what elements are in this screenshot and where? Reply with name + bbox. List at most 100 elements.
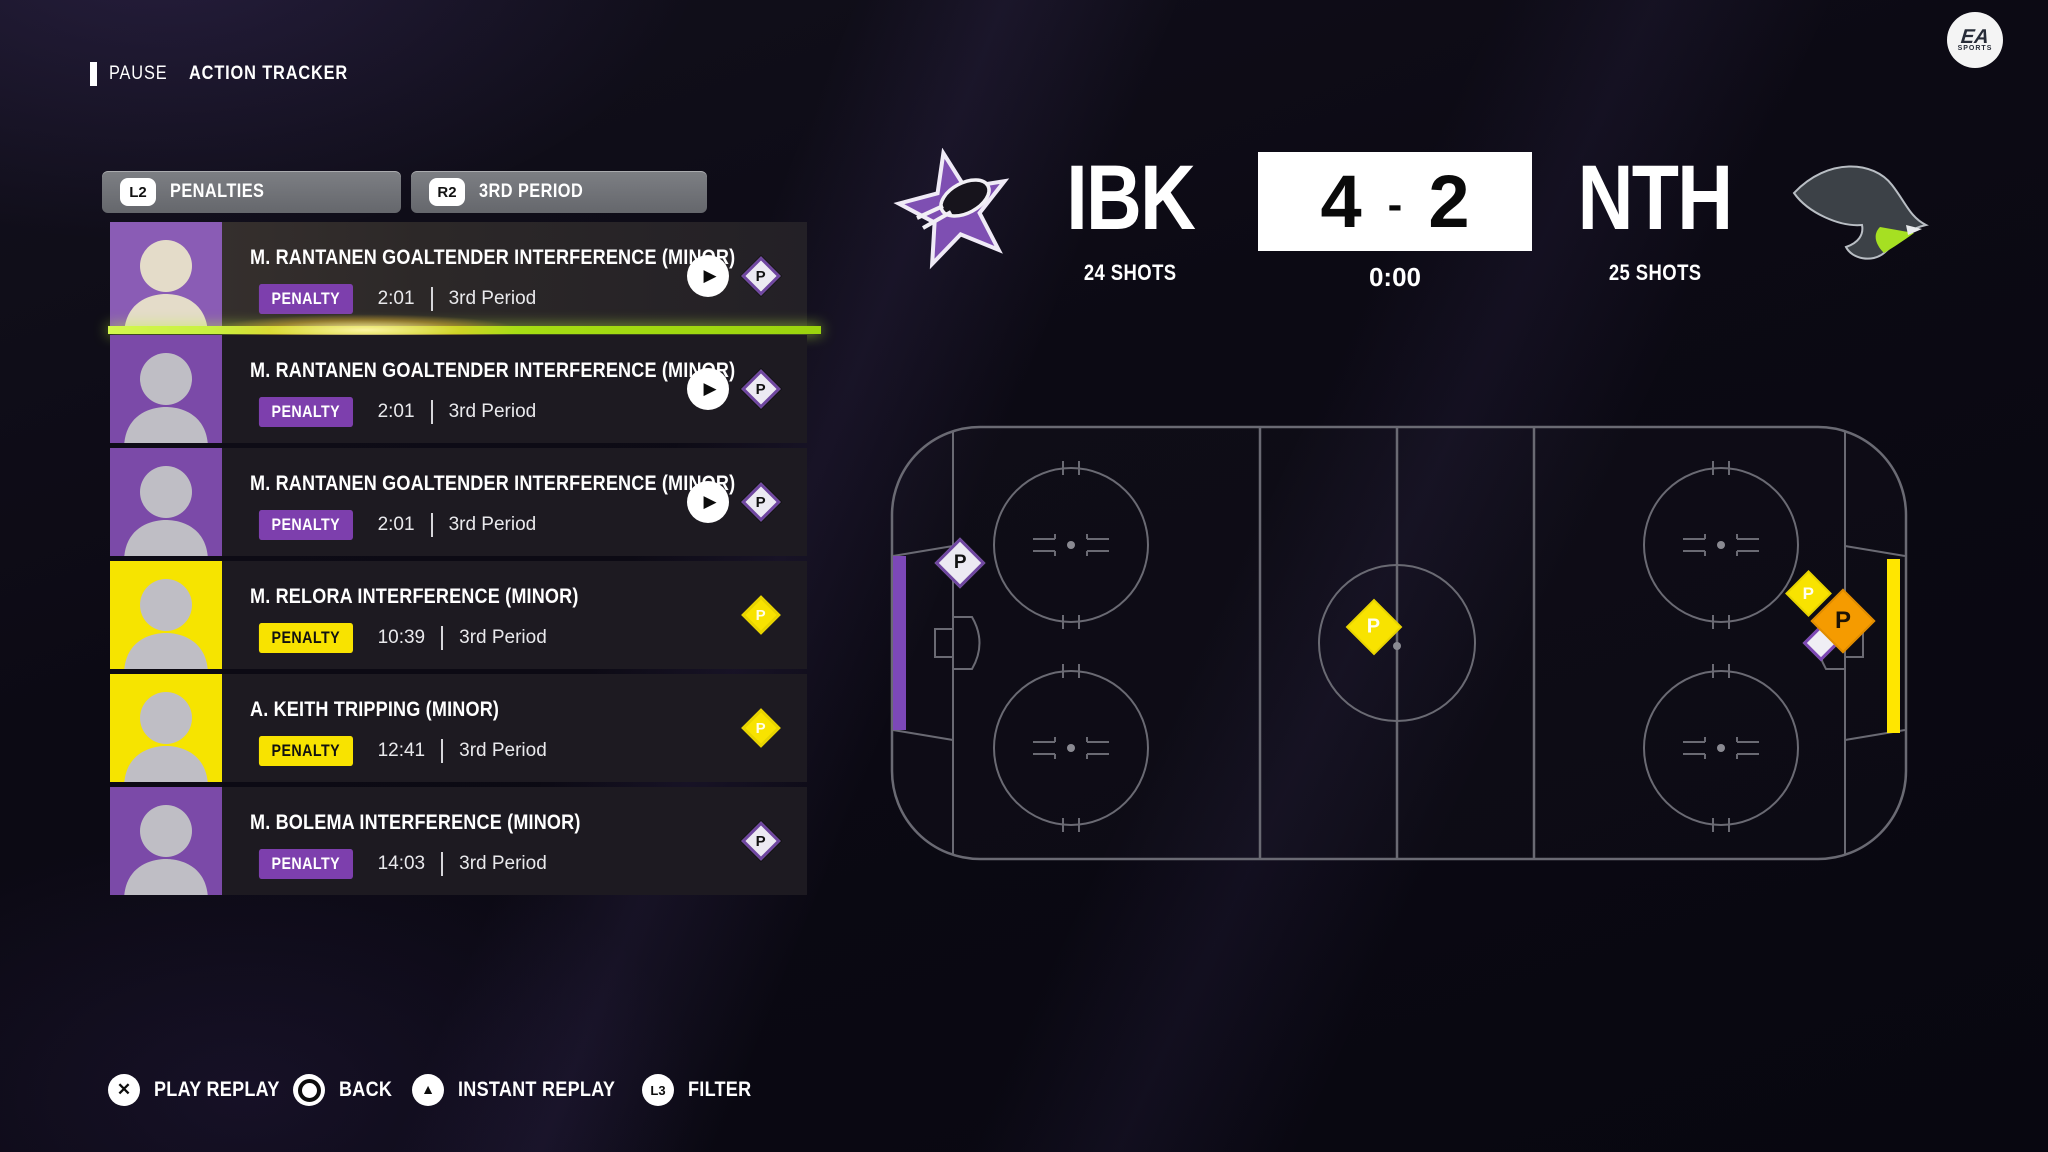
penalty-title: M. RANTANEN GOALTENDER INTERFERENCE (MIN… bbox=[250, 472, 736, 495]
divider bbox=[441, 739, 444, 763]
play-replay-label: PLAY REPLAY bbox=[154, 1078, 280, 1101]
penalty-title: M. RANTANEN GOALTENDER INTERFERENCE (MIN… bbox=[250, 246, 736, 269]
tab-period-label: 3RD PERIOD bbox=[479, 181, 584, 202]
divider bbox=[430, 513, 433, 537]
away-score: 2 bbox=[1428, 160, 1470, 243]
penalty-time: 2:01 bbox=[377, 288, 415, 309]
tab-penalties[interactable]: L2 PENALTIES bbox=[102, 171, 401, 213]
divider bbox=[430, 287, 433, 311]
penalty-period: 3rd Period bbox=[448, 288, 537, 309]
back-hint[interactable]: BACK bbox=[293, 1074, 401, 1106]
play-icon: ▶ bbox=[703, 379, 717, 398]
penalty-marker-icon: P bbox=[741, 369, 781, 409]
home-goal-line-bar bbox=[893, 556, 906, 730]
penalty-title: M. RELORA INTERFERENCE (MINOR) bbox=[250, 585, 579, 608]
away-team: NTH 25 SHOTS bbox=[1545, 148, 1765, 286]
l2-key-icon: L2 bbox=[120, 178, 156, 206]
penalty-badge: PENALTY bbox=[258, 397, 353, 427]
ea-sports-logo: EA SPORTS bbox=[1947, 12, 2003, 68]
home-team-shots: 24 SHOTS bbox=[1083, 260, 1177, 285]
play-icon: ▶ bbox=[703, 266, 717, 285]
screen-title: ACTION TRACKER bbox=[189, 63, 349, 84]
penalty-period: 3rd Period bbox=[459, 853, 547, 874]
penalty-row[interactable]: M. BOLEMA INTERFERENCE (MINOR) PENALTY 1… bbox=[110, 787, 807, 895]
penalty-row[interactable]: M. RELORA INTERFERENCE (MINOR) PENALTY 1… bbox=[110, 561, 807, 669]
penalty-time: 2:01 bbox=[377, 514, 415, 535]
pause-label: PAUSE bbox=[109, 63, 168, 84]
rink-lines bbox=[890, 425, 1908, 861]
play-icon: ▶ bbox=[703, 492, 717, 511]
divider bbox=[441, 626, 444, 650]
away-goal-line-bar bbox=[1887, 559, 1900, 733]
tab-penalties-label: PENALTIES bbox=[170, 181, 265, 202]
home-team-logo bbox=[893, 148, 1010, 270]
penalty-period: 3rd Period bbox=[448, 514, 537, 535]
ea-logo-text: EA bbox=[1959, 25, 1991, 48]
l3-button-icon: L3 bbox=[642, 1074, 674, 1106]
header-accent-bar bbox=[90, 62, 97, 86]
penalty-badge: PENALTY bbox=[258, 849, 353, 879]
tab-bar: L2 PENALTIES R2 3RD PERIOD bbox=[102, 171, 707, 213]
penalty-marker-icon: P bbox=[741, 708, 781, 748]
play-replay-hint[interactable]: ✕ PLAY REPLAY bbox=[108, 1074, 300, 1106]
penalty-row[interactable]: M. RANTANEN GOALTENDER INTERFERENCE (MIN… bbox=[110, 448, 807, 556]
home-team: IBK 24 SHOTS bbox=[1020, 148, 1240, 286]
player-avatar bbox=[110, 561, 222, 669]
player-avatar bbox=[110, 448, 222, 556]
penalty-marker-icon: P bbox=[741, 256, 781, 296]
away-team-shots: 25 SHOTS bbox=[1608, 260, 1702, 285]
player-avatar bbox=[110, 222, 222, 330]
penalty-title: A. KEITH TRIPPING (MINOR) bbox=[250, 698, 500, 721]
score-box: 4 - 2 bbox=[1258, 152, 1532, 251]
circle-button-icon bbox=[293, 1074, 325, 1106]
penalty-title: M. RANTANEN GOALTENDER INTERFERENCE (MIN… bbox=[250, 359, 736, 382]
filter-label: FILTER bbox=[688, 1078, 752, 1101]
filter-hint[interactable]: L3 FILTER bbox=[642, 1074, 762, 1106]
penalty-time: 10:39 bbox=[377, 627, 426, 648]
play-replay-button[interactable]: ▶ bbox=[687, 481, 729, 523]
penalty-badge: PENALTY bbox=[258, 736, 353, 766]
divider bbox=[441, 852, 444, 876]
game-clock: 0:00 bbox=[1368, 262, 1422, 292]
penalty-badge: PENALTY bbox=[258, 623, 353, 653]
penalty-list: M. RANTANEN GOALTENDER INTERFERENCE (MIN… bbox=[108, 222, 821, 900]
penalty-row[interactable]: A. KEITH TRIPPING (MINOR) PENALTY 12:41 … bbox=[110, 674, 807, 782]
penalty-period: 3rd Period bbox=[459, 740, 547, 761]
divider bbox=[430, 400, 433, 424]
player-avatar bbox=[110, 787, 222, 895]
play-replay-button[interactable]: ▶ bbox=[687, 368, 729, 410]
player-avatar bbox=[110, 674, 222, 782]
tab-period[interactable]: R2 3RD PERIOD bbox=[411, 171, 707, 213]
penalty-period: 3rd Period bbox=[448, 401, 537, 422]
penalty-period: 3rd Period bbox=[459, 627, 547, 648]
cross-button-icon: ✕ bbox=[108, 1074, 140, 1106]
home-team-abbr: IBK bbox=[1065, 147, 1196, 249]
away-team-abbr: NTH bbox=[1578, 147, 1733, 249]
penalty-time: 2:01 bbox=[377, 401, 415, 422]
player-avatar bbox=[110, 335, 222, 443]
penalty-row-selected[interactable]: M. RANTANEN GOALTENDER INTERFERENCE (MIN… bbox=[108, 222, 821, 352]
instant-replay-label: INSTANT REPLAY bbox=[458, 1078, 616, 1101]
r2-key-icon: R2 bbox=[429, 178, 465, 206]
rink-diagram bbox=[890, 425, 1908, 861]
penalty-time: 14:03 bbox=[377, 853, 426, 874]
score-divider: - bbox=[1387, 179, 1403, 229]
penalty-badge: PENALTY bbox=[258, 510, 353, 540]
selection-highlight bbox=[108, 326, 821, 334]
penalty-time: 12:41 bbox=[377, 740, 426, 761]
penalty-title: M. BOLEMA INTERFERENCE (MINOR) bbox=[250, 811, 581, 834]
instant-replay-hint[interactable]: ▲ INSTANT REPLAY bbox=[412, 1074, 641, 1106]
away-team-logo bbox=[1792, 165, 1929, 260]
home-score: 4 bbox=[1320, 160, 1362, 243]
penalty-marker-icon: P bbox=[741, 821, 781, 861]
penalty-marker-icon: P bbox=[741, 595, 781, 635]
ea-sports-text: SPORTS bbox=[1957, 44, 1993, 52]
triangle-button-icon: ▲ bbox=[412, 1074, 444, 1106]
back-label: BACK bbox=[339, 1078, 393, 1101]
play-replay-button[interactable]: ▶ bbox=[687, 255, 729, 297]
penalty-marker-icon: P bbox=[741, 482, 781, 522]
penalty-badge: PENALTY bbox=[258, 284, 353, 314]
penalty-row[interactable]: M. RANTANEN GOALTENDER INTERFERENCE (MIN… bbox=[110, 335, 807, 443]
page-title: PAUSE ACTION TRACKER bbox=[90, 62, 374, 86]
